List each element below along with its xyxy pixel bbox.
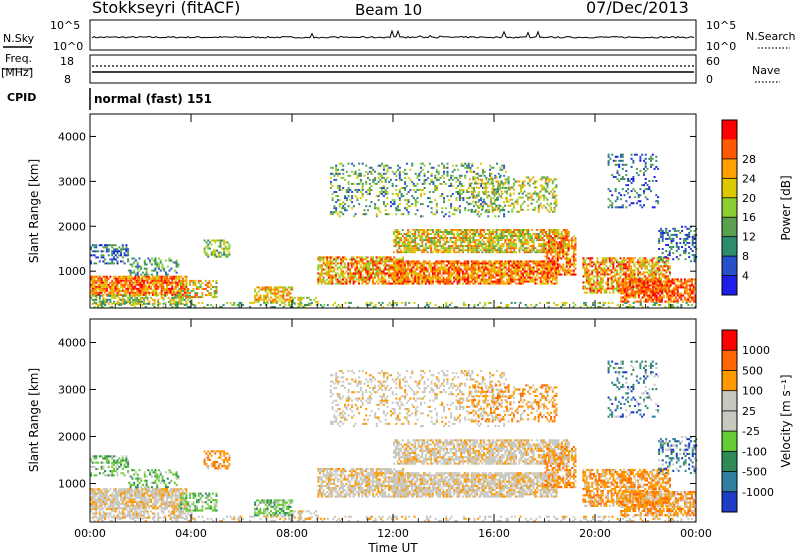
nave-tick-bottom: 0 — [706, 73, 713, 86]
nsky-tick-top: 10^5 — [50, 19, 80, 32]
power-colorbar-tick-6: 28 — [742, 153, 756, 166]
power-colorbar-step — [722, 256, 737, 277]
nsearch-label: N.Search — [746, 30, 796, 43]
power-colorbar-step — [722, 139, 737, 160]
power-ytick-0: 1000 — [58, 265, 86, 278]
power-colorbar-tick-5: 24 — [742, 172, 756, 185]
velocity-colorbar-tick-7: -1000 — [742, 486, 774, 499]
velocity-ytick-1: 2000 — [58, 430, 86, 443]
freq-unit: [MHz] — [1, 66, 33, 79]
velocity-ytick-0: 1000 — [58, 477, 86, 490]
date-title: 07/Dec/2013 — [586, 0, 689, 17]
power-ytick-2: 3000 — [58, 175, 86, 188]
velocity-colorbar-tick-6: -500 — [742, 466, 767, 479]
velocity-colorbar: 1000 500 100 25 -25 -100 -500 -1000 Velocity [m… — [721, 329, 793, 513]
velocity-colorbar-tick-0: 1000 — [742, 344, 770, 357]
nsky-label: N.Sky — [3, 32, 35, 45]
power-ytick-3: 4000 — [58, 130, 86, 143]
velocity-colorbar-label: Velocity [m s⁻¹] — [779, 374, 793, 467]
x-tick-5: 20:00 — [579, 527, 611, 540]
velocity-colorbar-tick-2: 100 — [742, 385, 763, 398]
velocity-colorbar-step — [722, 491, 737, 513]
x-tick-3: 12:00 — [377, 527, 409, 540]
velocity-colorbar-tick-4: -25 — [742, 425, 760, 438]
nave-tick-top: 60 — [706, 55, 720, 68]
power-colorbar-tick-1: 8 — [742, 250, 749, 263]
power-colorbar-step — [722, 120, 737, 140]
power-ytick-1: 2000 — [58, 220, 86, 233]
beam-title: Beam 10 — [355, 1, 422, 19]
nsky-panel: N.Sky 10^5 10^0 10^5 10^0 N.Search — [3, 19, 796, 53]
cpid-label: CPID — [7, 91, 36, 104]
x-tick-0: 00:00 — [74, 527, 106, 540]
power-colorbar-step — [722, 275, 737, 296]
power-colorbar-step — [722, 158, 737, 179]
velocity-colorbar-tick-3: 25 — [742, 405, 756, 418]
x-tick-6: 00:00 — [680, 527, 712, 540]
cpid-value: normal (fast) 151 — [94, 92, 212, 106]
station-title: Stokkseyri (fitACF) — [92, 0, 240, 17]
x-axis-label: Time UT — [367, 541, 418, 554]
velocity-colorbar-step — [722, 410, 737, 432]
power-colorbar-step — [722, 217, 737, 238]
velocity-ytick-2: 3000 — [58, 383, 86, 396]
power-panel: 1000 2000 3000 4000 Slant Range [km] — [27, 113, 698, 309]
power-colorbar-step — [722, 236, 737, 257]
velocity-colorbar-step — [722, 471, 737, 493]
velocity-ylabel: Slant Range [km] — [27, 368, 41, 472]
velocity-colorbar-step — [722, 451, 737, 473]
x-tick-4: 16:00 — [478, 527, 510, 540]
power-colorbar: 4 8 12 16 20 24 28 Power [dB] — [721, 119, 793, 296]
velocity-colorbar-tick-5: -100 — [742, 445, 767, 458]
nsearch-tick-top: 10^5 — [706, 19, 736, 32]
nsearch-tick-bottom: 10^0 — [706, 40, 736, 53]
power-colorbar-tick-3: 16 — [742, 211, 756, 224]
power-colorbar-tick-2: 12 — [742, 231, 756, 244]
power-colorbar-label: Power [dB] — [779, 175, 793, 240]
power-colorbar-step — [722, 178, 737, 199]
nsky-trace — [91, 29, 695, 39]
velocity-panel: 1000 2000 3000 4000 00:00 04:00 08:00 12:00 16:… — [27, 114, 712, 554]
power-colorbar-tick-0: 4 — [742, 270, 749, 283]
velocity-colorbar-tick-1: 500 — [742, 364, 763, 377]
freq-panel: Freq. [MHz] 18 8 60 0 Nave — [1, 52, 780, 86]
velocity-colorbar-step — [722, 390, 737, 412]
x-tick-1: 04:00 — [175, 527, 207, 540]
power-ylabel: Slant Range [km] — [27, 159, 41, 263]
velocity-colorbar-step — [722, 431, 737, 452]
velocity-colorbar-step — [722, 330, 737, 351]
power-heatmap — [90, 153, 698, 308]
power-colorbar-step — [722, 197, 737, 218]
velocity-colorbar-step — [722, 350, 737, 371]
freq-label: Freq. — [5, 52, 32, 65]
power-colorbar-tick-4: 20 — [742, 192, 756, 205]
nave-label: Nave — [752, 64, 780, 77]
velocity-colorbar-step — [722, 370, 737, 392]
freq-tick-bottom: 8 — [64, 73, 71, 86]
velocity-heatmap — [90, 360, 698, 522]
nsky-tick-bottom: 10^0 — [53, 40, 83, 53]
x-tick-2: 08:00 — [276, 527, 308, 540]
freq-tick-top: 18 — [60, 55, 74, 68]
velocity-ytick-3: 4000 — [58, 336, 86, 349]
